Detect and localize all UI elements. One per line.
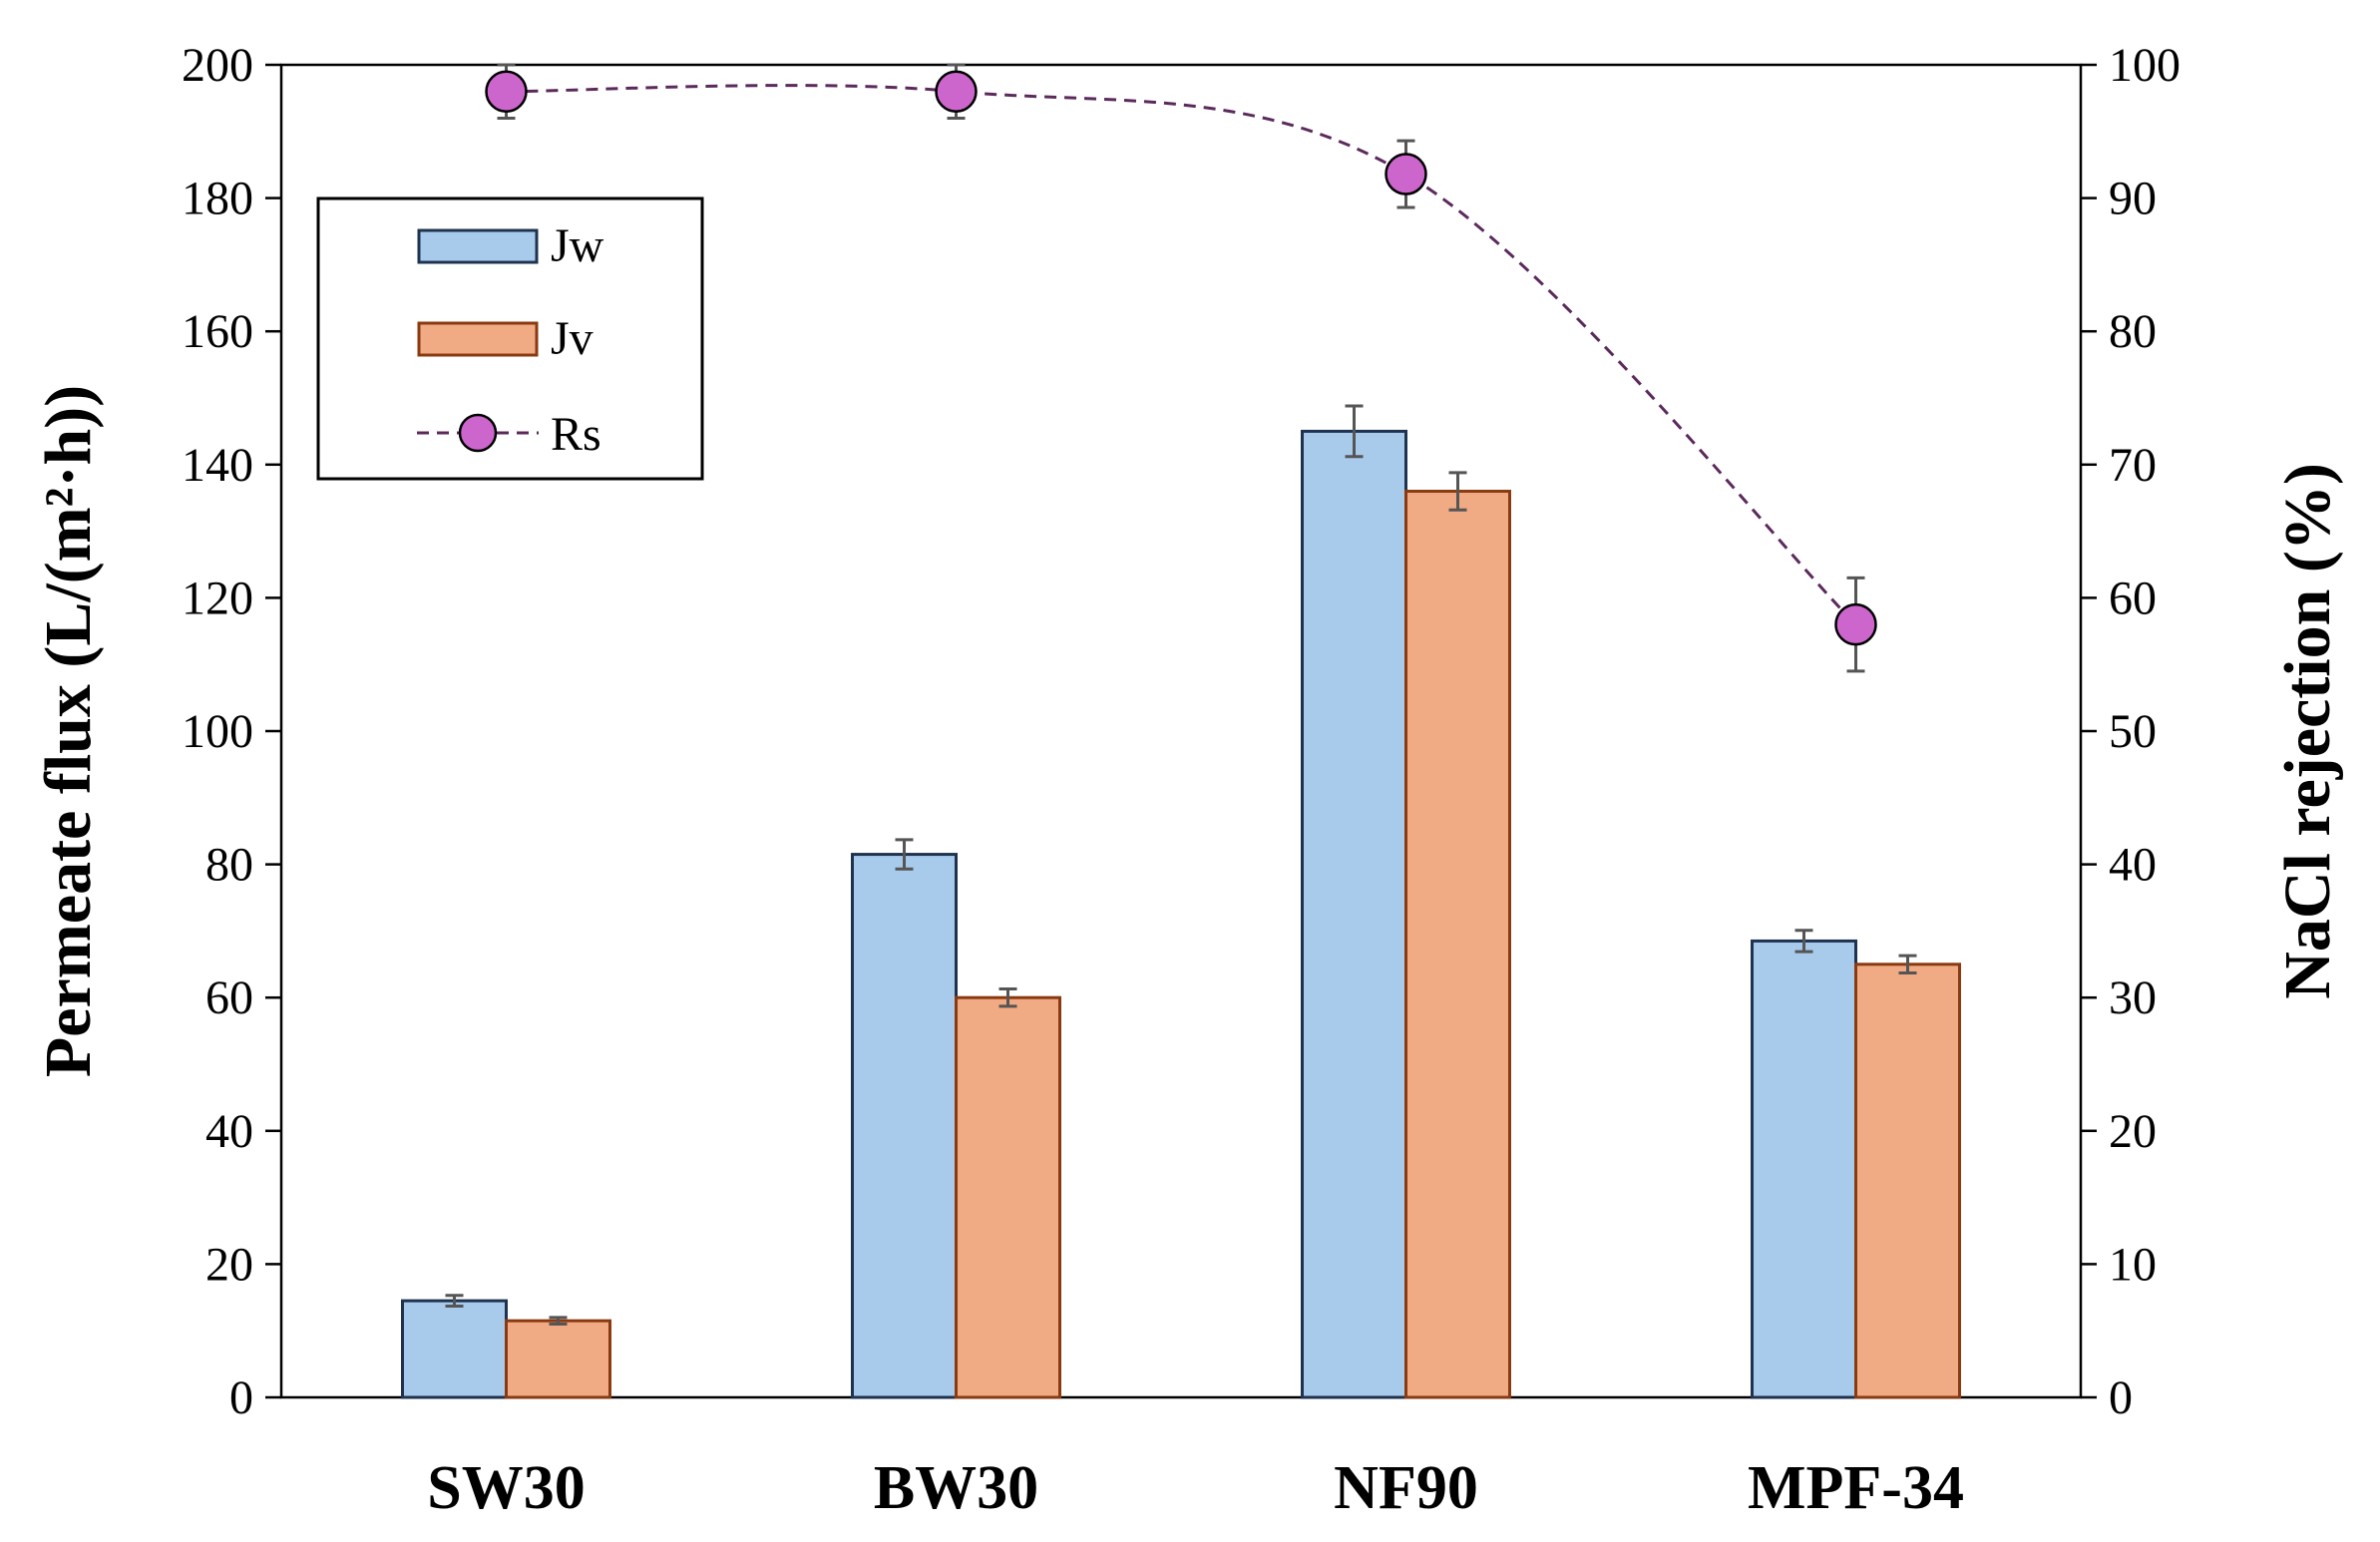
bar-jw-sw30 (401, 1299, 508, 1399)
left-axis-tick-label: 180 (182, 173, 253, 225)
left-axis-tick-label: 160 (182, 305, 253, 358)
bar-jw-mpf-34 (1751, 939, 1857, 1399)
left-axis-tick-label: 20 (205, 1238, 253, 1291)
left-axis-tick-label: 0 (229, 1371, 253, 1424)
x-tick-label-bw30: BW30 (874, 1454, 1038, 1522)
right-axis-tick-label: 100 (2109, 39, 2181, 92)
x-tick-label-nf90: NF90 (1334, 1454, 1478, 1522)
bar-jv-bw30 (955, 995, 1061, 1399)
bar-series (401, 404, 1961, 1399)
rs-marker-bw30 (935, 70, 978, 113)
x-axis-tick-labels: SW30 BW30 NF90 MPF-34 (427, 1454, 1964, 1522)
left-axis-title: Permeate flux (L/(m²·h)) (32, 385, 105, 1077)
rs-marker-mpf-34 (1834, 602, 1877, 646)
bar-jv-nf90 (1404, 490, 1511, 1399)
rs-marker-nf90 (1385, 153, 1427, 195)
bar-jv-sw30 (505, 1319, 611, 1399)
right-axis-tick-label: 50 (2109, 705, 2157, 758)
rs-marker-sw30 (485, 70, 528, 113)
right-axis-tick-label: 80 (2109, 305, 2157, 358)
right-axis-title: NaCl rejection (%) (2271, 463, 2344, 999)
right-axis-tick-label: 0 (2109, 1371, 2133, 1424)
x-tick-label-sw30: SW30 (427, 1454, 585, 1522)
left-axis-ticks: 0 20 40 60 80 100 120 140 160 180 200 (182, 39, 281, 1424)
legend: Jw Jv Rs (316, 196, 704, 481)
left-axis-tick-label: 40 (205, 1105, 253, 1158)
right-axis-tick-label: 40 (2109, 839, 2157, 892)
bar-jv-mpf-34 (1854, 963, 1961, 1399)
left-axis-tick-label: 140 (182, 439, 253, 492)
legend-label-jw: Jw (551, 219, 604, 272)
right-axis-tick-label: 30 (2109, 971, 2157, 1024)
left-axis-tick-label: 80 (205, 839, 253, 892)
right-axis-tick-label: 70 (2109, 439, 2157, 492)
bar-jw-nf90 (1301, 429, 1407, 1399)
left-axis-tick-label: 60 (205, 971, 253, 1024)
x-tick-label-mpf-34: MPF-34 (1748, 1454, 1964, 1522)
legend-label-rs: Rs (551, 408, 601, 461)
left-axis-tick-label: 120 (182, 572, 253, 624)
rs-series (485, 63, 1877, 673)
right-axis-tick-label: 60 (2109, 572, 2157, 624)
legend-marker-rs (458, 413, 498, 453)
bar-jw-bw30 (851, 853, 958, 1399)
left-axis-tick-label: 200 (182, 39, 253, 92)
left-axis-tick-label: 100 (182, 705, 253, 758)
right-axis-tick-label: 10 (2109, 1238, 2157, 1291)
legend-label-jv: Jv (551, 312, 594, 365)
right-axis-ticks: 0 10 20 30 40 50 60 70 80 90 100 (2081, 39, 2181, 1424)
right-axis-tick-label: 20 (2109, 1105, 2157, 1158)
legend-swatch-jv (417, 321, 539, 357)
right-axis-tick-label: 90 (2109, 173, 2157, 225)
legend-swatch-jw (417, 228, 539, 264)
